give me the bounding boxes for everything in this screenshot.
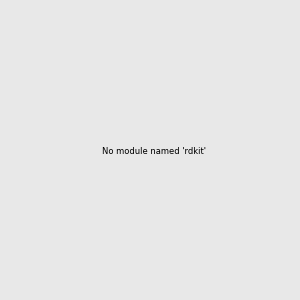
Text: No module named 'rdkit': No module named 'rdkit' [102,147,206,156]
